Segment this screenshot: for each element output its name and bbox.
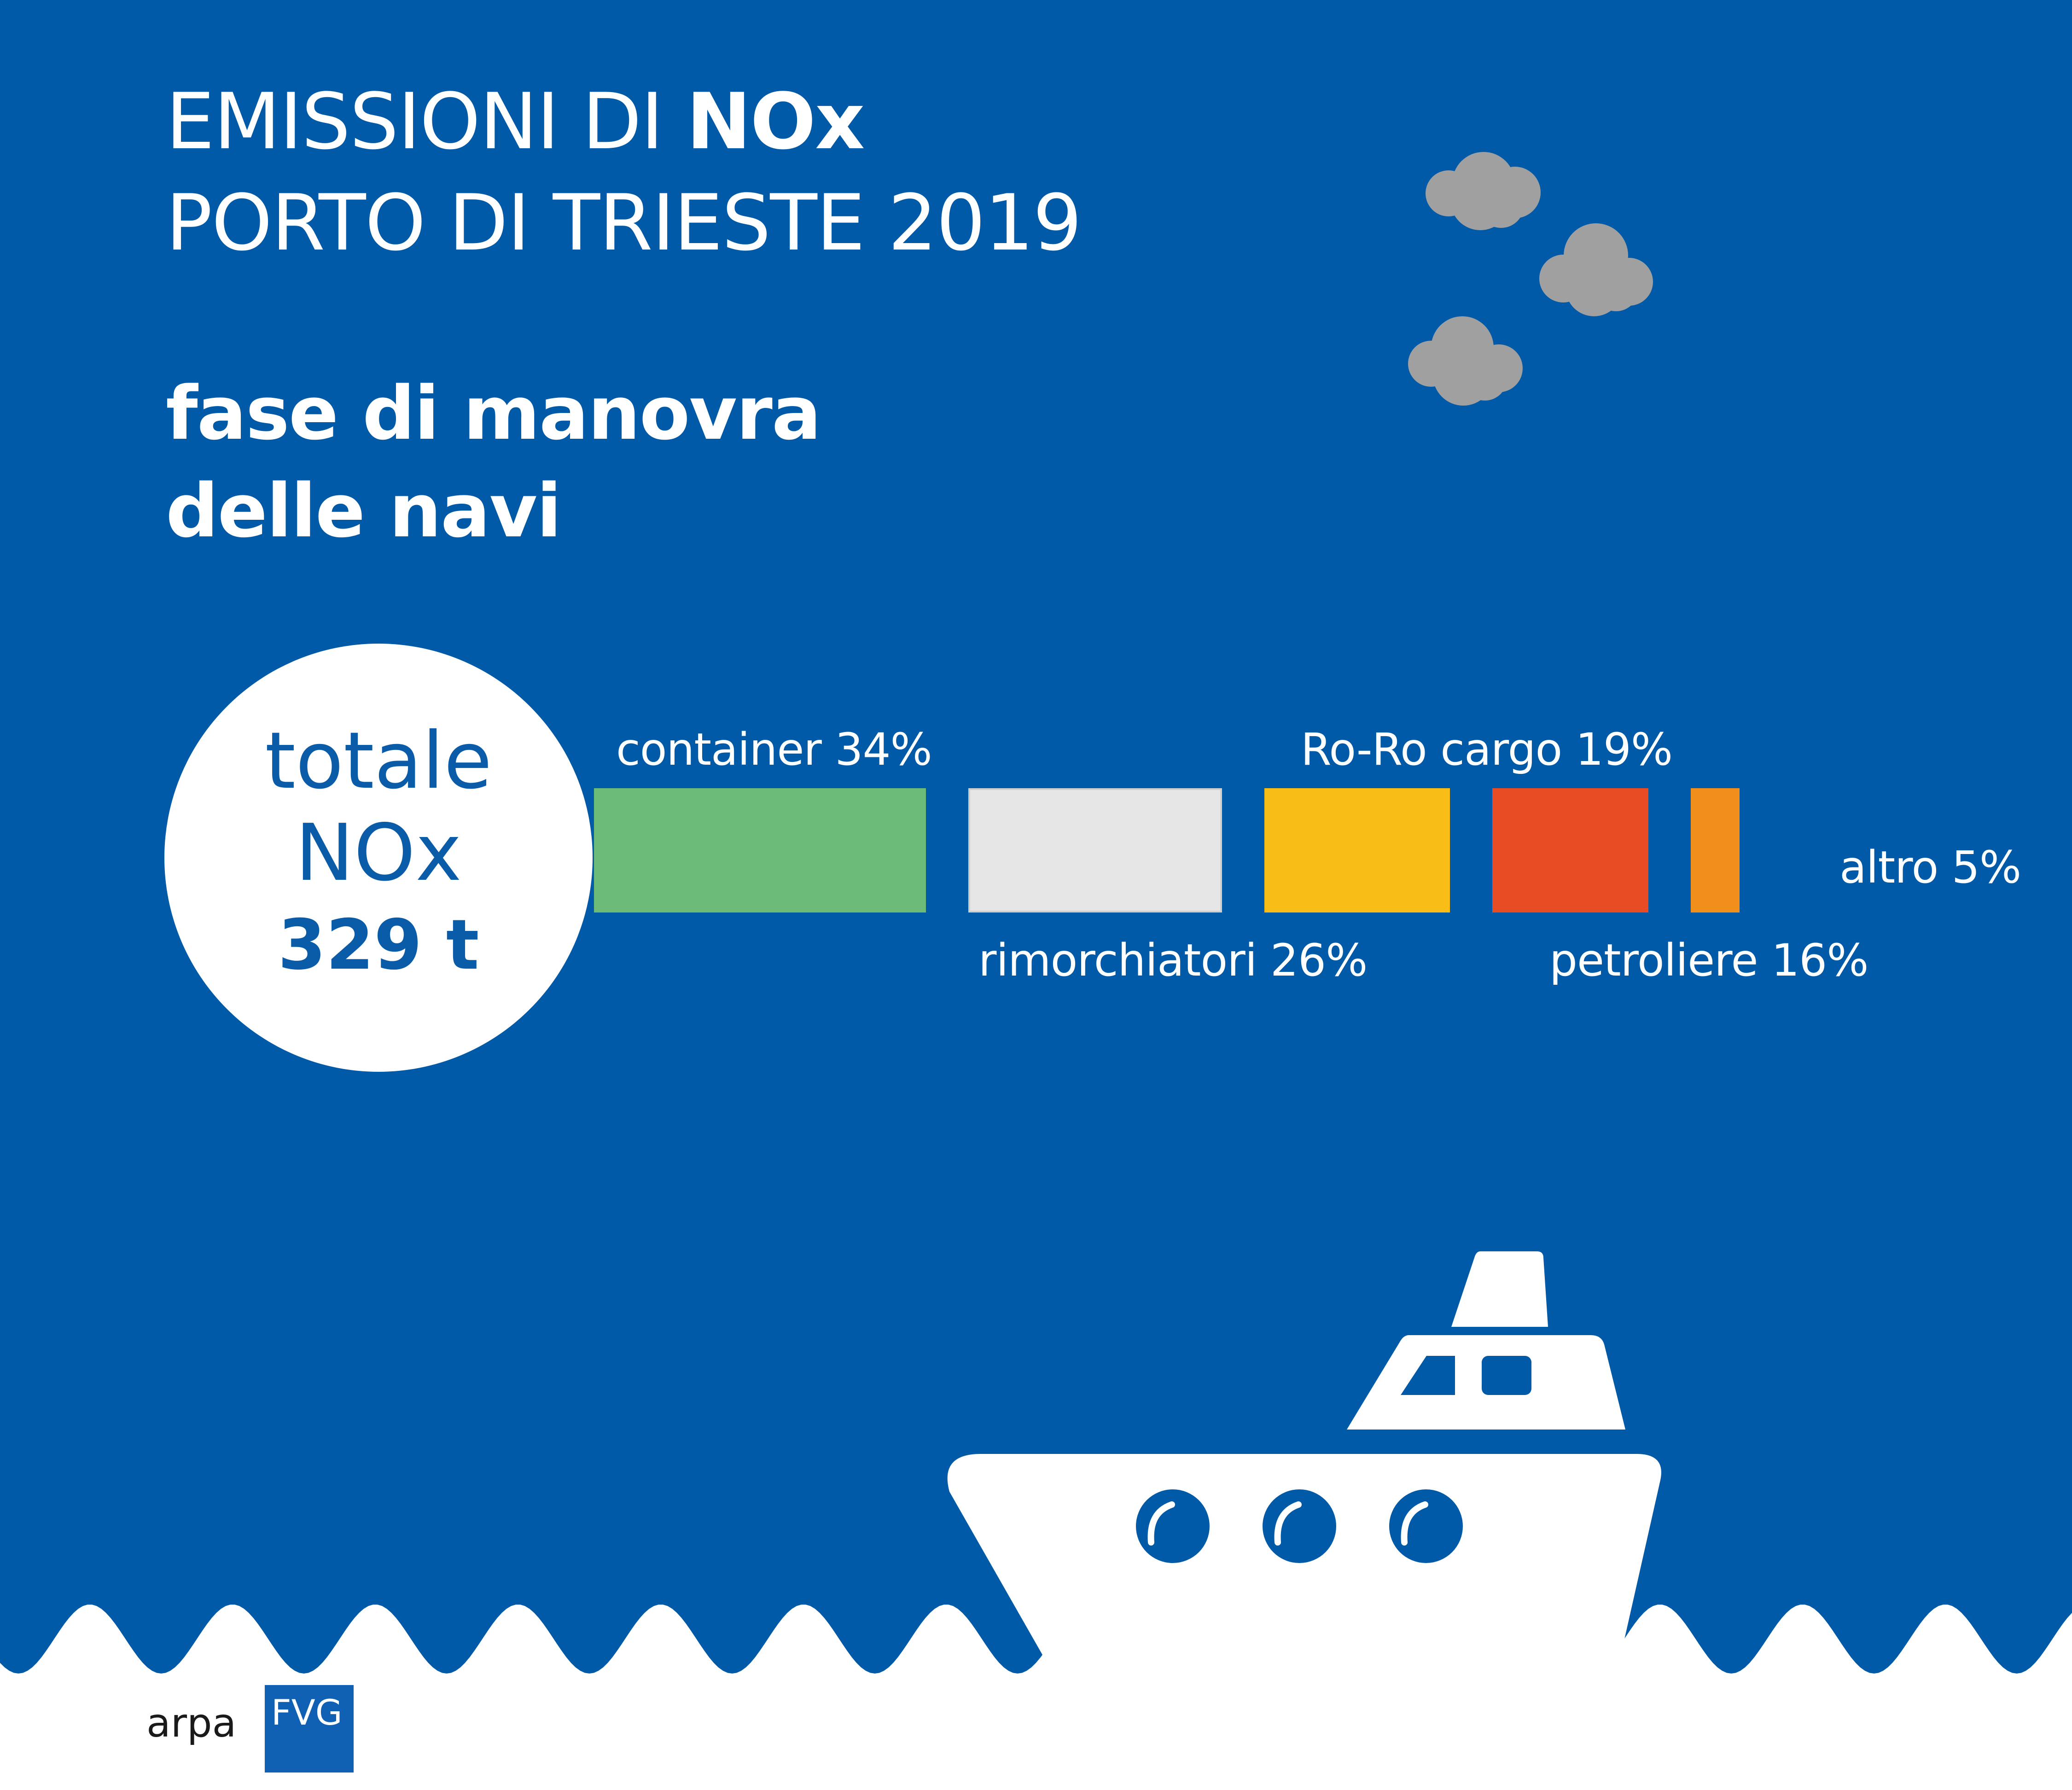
title-line-1: EMISSIONI DI NOx [166, 83, 865, 160]
subtitle-line-1: fase di manovra [166, 370, 821, 456]
bar-ro-ro-cargo [1264, 788, 1450, 912]
title-line-2: PORTO DI TRIESTE 2019 [166, 178, 1082, 268]
title-prefix: EMISSIONI DI [166, 76, 664, 167]
wave-shape [0, 1604, 2072, 1790]
label-altro: altro 5% [1839, 842, 2021, 893]
title-bold: NOx [686, 76, 865, 167]
bar-altro [1691, 788, 1740, 912]
label-petroliere: petroliere 16% [1549, 935, 1868, 986]
bar-rimorchiatori [968, 788, 1222, 912]
bar-container [594, 788, 926, 912]
subtitle-line-2: delle navi [166, 468, 562, 554]
logo-text: arpa [146, 1700, 237, 1746]
label-rimorchiatori: rimorchiatori 26% [978, 935, 1368, 986]
ship-icon [947, 1251, 1661, 1676]
label-container: container 34% [616, 724, 932, 775]
total-value: 329 t [278, 905, 479, 985]
logo-box-text: FVG [271, 1692, 343, 1733]
cloud-icon [1408, 316, 1523, 406]
cloud-icon [1426, 152, 1541, 230]
logo-box: FVG [265, 1685, 354, 1773]
total-label-2: NOx [295, 808, 462, 899]
label-roro: Ro-Ro cargo 19% [1301, 724, 1673, 775]
total-circle: totale NOx 329 t [164, 644, 593, 1072]
cloud-icon [1539, 223, 1653, 316]
bar-petroliere [1492, 788, 1648, 912]
total-label-1: totale [265, 715, 492, 807]
